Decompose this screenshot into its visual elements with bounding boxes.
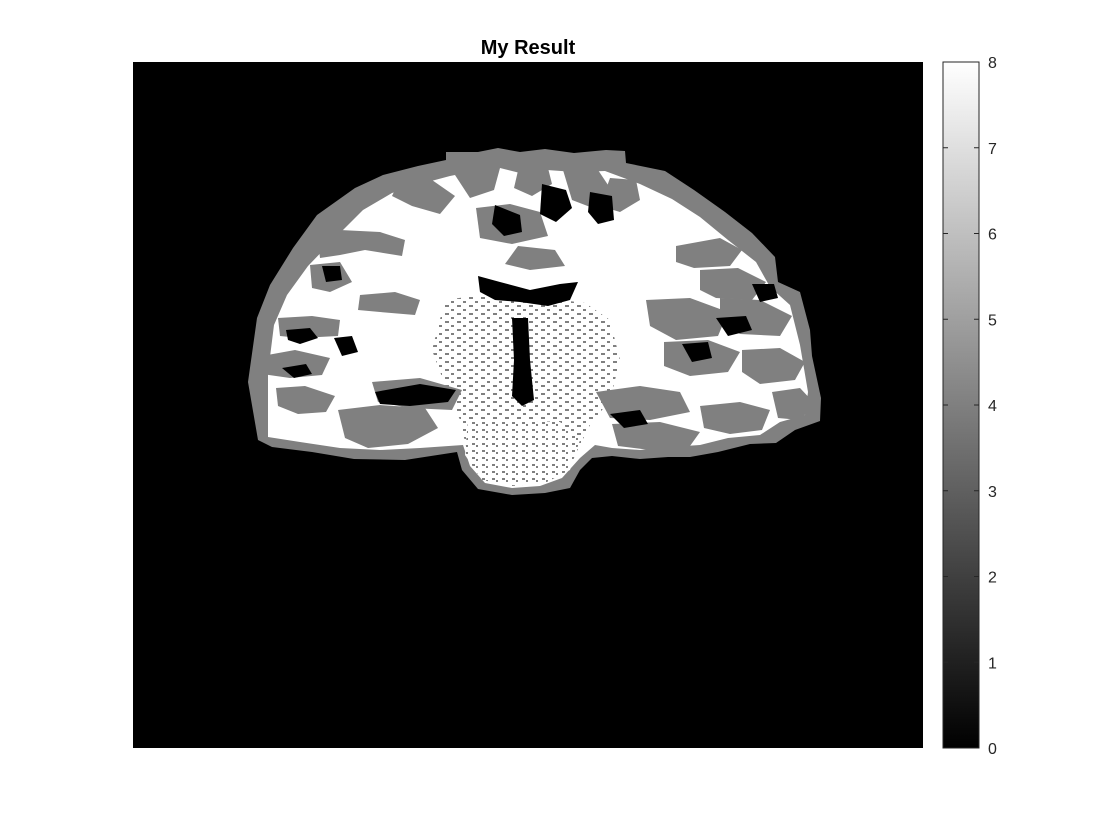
- colorbar-ticks: 0 1 2 3 4 5 6 7 8: [943, 55, 997, 758]
- image-axes: [133, 62, 923, 748]
- colorbar-tick-label: 2: [988, 570, 997, 587]
- colorbar-tick-label: 1: [988, 655, 997, 672]
- colorbar-tick-label: 8: [988, 55, 997, 72]
- colorbar-tick-label: 5: [988, 312, 997, 329]
- colorbar: 0 1 2 3 4 5 6 7 8: [942, 55, 997, 758]
- brain-lower-stem: [465, 420, 580, 486]
- plot-title: My Result: [481, 37, 576, 59]
- colorbar-gradient: [942, 61, 980, 749]
- brain-ventricles: [282, 184, 778, 428]
- colorbar-tick-label: 0: [988, 741, 997, 758]
- colorbar-tick-label: 6: [988, 227, 997, 244]
- colorbar-tick-label: 3: [988, 484, 997, 501]
- colorbar-tick-label: 7: [988, 141, 997, 158]
- brain-segmentation-image: [248, 148, 821, 495]
- colorbar-tick-label: 4: [988, 398, 997, 415]
